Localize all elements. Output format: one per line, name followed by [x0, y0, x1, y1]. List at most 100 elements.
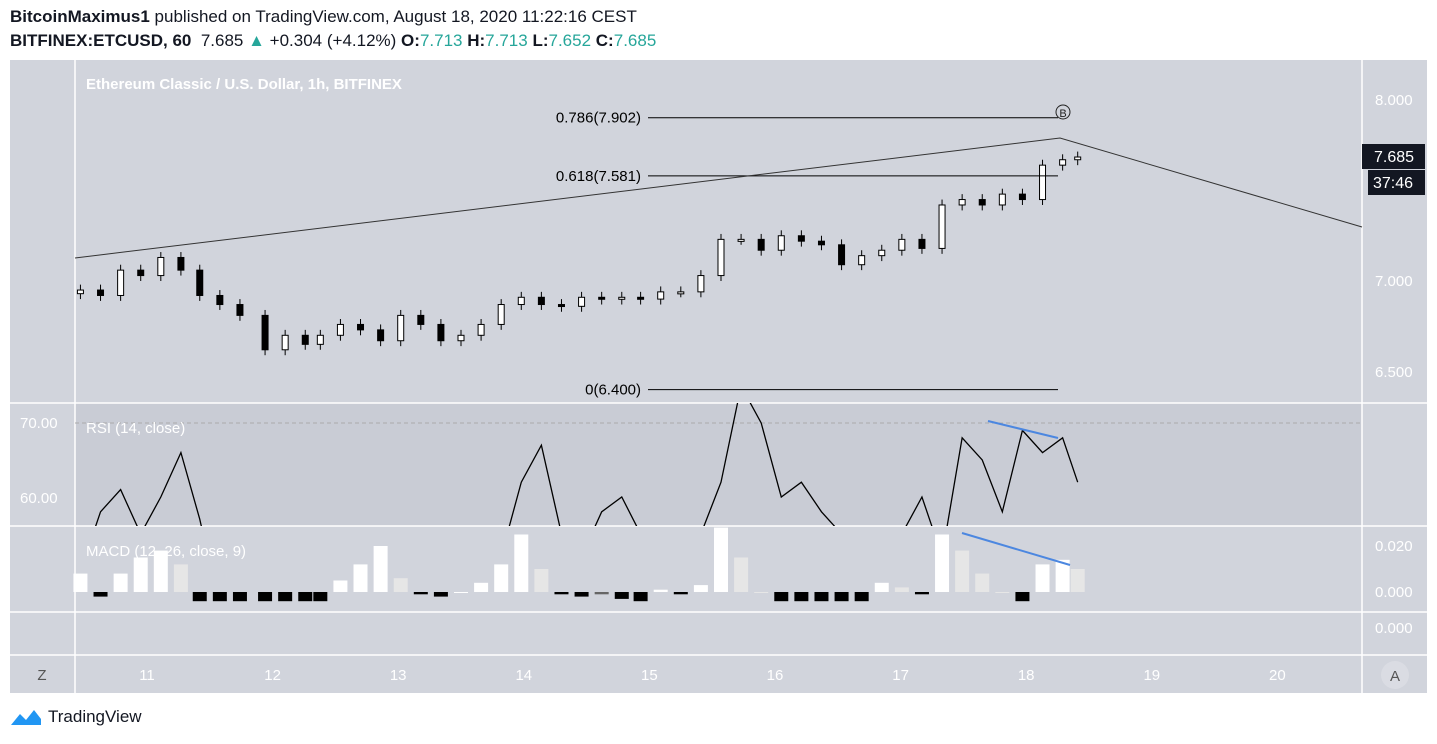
candle [377, 329, 385, 342]
time-axis[interactable]: 11 12 13 14 15 16 17 18 19 20 [139, 667, 1286, 684]
macd-bar [113, 573, 128, 592]
candle [878, 249, 886, 257]
macd-bar [995, 592, 1010, 593]
macd-bar [914, 592, 929, 595]
candle [958, 199, 966, 206]
macd-bar [353, 564, 368, 592]
macd-histogram [73, 527, 1085, 602]
open-label: O: [401, 31, 420, 50]
candle [196, 269, 204, 296]
macd-bar [574, 592, 589, 597]
macd-bar [212, 592, 227, 602]
macd-bar [298, 592, 313, 602]
candle [697, 275, 705, 293]
candle [677, 291, 685, 295]
candle [97, 289, 105, 296]
macd-bar [232, 592, 247, 602]
open-value: 7.713 [419, 31, 463, 50]
auto-scale-button[interactable]: A [1390, 668, 1400, 685]
up-arrow-icon: ▲ [248, 31, 265, 50]
wave-b-circle [1055, 104, 1071, 120]
xtick: 16 [767, 667, 784, 684]
macd-bar [393, 578, 408, 592]
auto-scale-button-bg[interactable] [1381, 661, 1409, 689]
xtick: 18 [1018, 667, 1035, 684]
xtick: 17 [892, 667, 909, 684]
candle [838, 244, 846, 266]
ytick: 0.020 [1375, 538, 1413, 555]
rsi-divergence-line[interactable] [987, 420, 1059, 439]
macd-divergence-line[interactable] [961, 532, 1071, 566]
candle [261, 314, 269, 351]
candle [537, 296, 545, 306]
macd-bar [794, 592, 809, 602]
rsi-line-group [95, 403, 1079, 526]
candle [858, 255, 866, 266]
xtick: 14 [515, 667, 532, 684]
macd-bar [1055, 559, 1070, 592]
xtick: 13 [390, 667, 407, 684]
candle [477, 323, 485, 336]
xtick: 11 [139, 667, 155, 684]
macd-bar [673, 592, 688, 595]
candle [117, 269, 125, 296]
candle [177, 256, 185, 271]
candle [417, 314, 425, 325]
candle [137, 269, 145, 277]
ytick: 6.500 [1375, 364, 1413, 381]
trendline[interactable] [74, 137, 1363, 259]
tradingview-logo-icon [11, 710, 41, 725]
close-value: 7.685 [613, 31, 657, 50]
macd-bar [514, 534, 529, 592]
candle [236, 304, 244, 316]
macd-bar [554, 592, 569, 595]
candle [336, 323, 344, 336]
candle [777, 235, 785, 251]
last-price: 7.685 [200, 31, 244, 50]
macd-bar [192, 592, 207, 602]
macd-bar [594, 592, 609, 595]
rsi-title: RSI (14, close) [86, 420, 185, 437]
candle [457, 334, 465, 342]
z-button[interactable]: Z [37, 667, 46, 684]
candle [281, 334, 289, 351]
candle [301, 334, 309, 345]
pane-dividers [10, 60, 1427, 693]
high-value: 7.713 [485, 31, 528, 50]
price-axis[interactable]: 8.000 7.000 6.500 70.00 60.00 0.020 0.00… [20, 92, 1413, 637]
countdown-tag [1368, 170, 1425, 195]
macd-bar [854, 592, 869, 602]
macd-bar [413, 592, 428, 595]
candle [938, 204, 946, 249]
macd-bar [494, 564, 509, 592]
macd-bar [278, 592, 293, 602]
candle [598, 296, 606, 300]
ytick: 0.000 [1375, 620, 1413, 637]
macd-bar [93, 592, 108, 597]
macd-bar [774, 592, 789, 602]
candle [357, 323, 365, 331]
macd-bar [874, 582, 889, 592]
macd-bar [614, 592, 629, 599]
xtick: 19 [1143, 667, 1160, 684]
candle [618, 296, 626, 300]
xtick: 12 [264, 667, 281, 684]
ytick: 7.000 [1375, 273, 1413, 290]
candle [1018, 193, 1026, 201]
candle [1059, 159, 1067, 166]
candle [157, 256, 165, 277]
high-label: H: [467, 31, 486, 50]
macd-bar [713, 527, 728, 592]
publish-date: published on TradingView.com, August 18,… [154, 7, 637, 26]
candle [978, 199, 986, 206]
low-label: L: [532, 31, 549, 50]
candle [637, 296, 645, 300]
brand-name: TradingView [48, 707, 142, 726]
symbol: BITFINEX:ETCUSD, 60 [10, 31, 192, 50]
macd-bar [834, 592, 849, 602]
fib-label: 0.618(7.581) [556, 168, 641, 185]
tradingview-logo[interactable]: TradingView [10, 707, 142, 727]
macd-bar [653, 589, 668, 592]
author[interactable]: BitcoinMaximus1 [10, 7, 150, 26]
